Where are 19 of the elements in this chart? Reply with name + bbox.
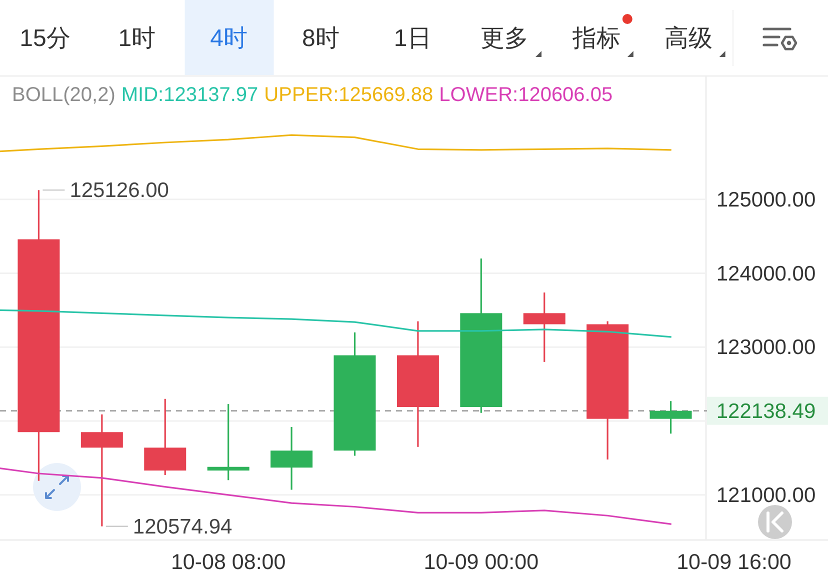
tab-label: 更多 bbox=[480, 25, 528, 52]
x-tick-label: 10-08 08:00 bbox=[170, 550, 286, 574]
y-tick-label: 124000.00 bbox=[716, 262, 816, 286]
tab-label: 1时 bbox=[118, 25, 156, 52]
tab-label: 8时 bbox=[302, 25, 340, 52]
y-tick-label: 121000.00 bbox=[716, 484, 816, 507]
tab-label: 指标 bbox=[572, 25, 620, 52]
tab-label: 15分 bbox=[20, 25, 70, 52]
annotation: 125126.00 bbox=[70, 179, 169, 202]
tab-label: 1日 bbox=[394, 25, 432, 52]
x-tick-label: 10-09 16:00 bbox=[676, 550, 792, 574]
y-tick-label: 123000.00 bbox=[716, 336, 816, 360]
y-tick-label: 125000.00 bbox=[716, 188, 816, 212]
tab-label: 高级 bbox=[664, 25, 712, 52]
x-tick-label: 10-09 00:00 bbox=[424, 550, 539, 574]
legend: BOLL(20,2) MID:123137.97 UPPER:125669.88 LOWER:120606.05 bbox=[12, 84, 613, 106]
tab-label: 4时 bbox=[210, 25, 248, 52]
annotation: 120574.94 bbox=[132, 515, 232, 538]
ref-line-label: 122138.49 bbox=[716, 400, 816, 423]
